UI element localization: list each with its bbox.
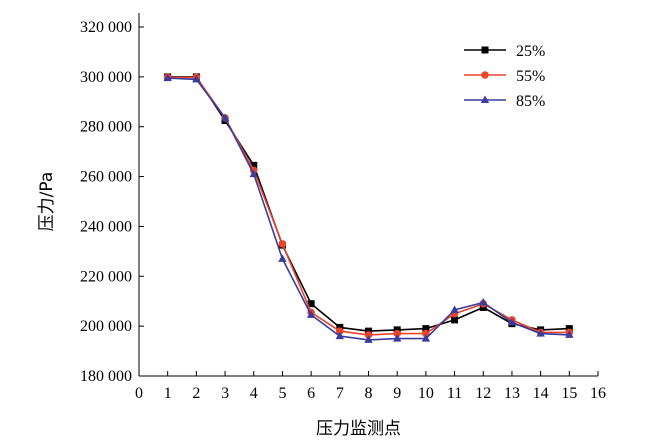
data-point: [393, 329, 401, 338]
series-layer: [163, 73, 574, 343]
x-axis-title: 压力监测点: [316, 419, 401, 439]
y-tick-label: 200 000: [80, 318, 132, 335]
x-tick-label: 8: [365, 385, 373, 402]
x-tick-label: 0: [135, 385, 143, 402]
legend: 25% 55% 85%: [464, 43, 545, 110]
data-point: [565, 330, 574, 338]
x-axis: 0 1 2 3 4 5 6 7 8 9 10 11 12 13 14 15 16: [135, 371, 606, 402]
x-tick-label: 9: [393, 385, 401, 402]
x-tick-label: 14: [533, 385, 549, 402]
data-point: [336, 327, 344, 335]
data-point: [335, 331, 345, 340]
x-tick-label: 4: [250, 385, 258, 402]
x-tick-label: 2: [192, 385, 200, 402]
legend-entry: 85%: [464, 93, 545, 110]
data-point: [507, 317, 517, 326]
x-tick-label: 10: [418, 385, 434, 402]
data-point: [451, 316, 459, 324]
x-tick-label: 7: [336, 385, 344, 402]
y-axis: 180 000 200 000 220 000 240 000 260 000 280 0…: [80, 13, 144, 385]
x-tick-label: 5: [278, 385, 286, 402]
legend-label: 55%: [516, 68, 545, 85]
data-point: [422, 329, 430, 338]
data-point: [364, 335, 373, 343]
data-point: [422, 325, 430, 333]
legend-entry: 25%: [464, 43, 545, 60]
data-point: [480, 95, 490, 103]
data-point: [364, 331, 373, 339]
x-tick-label: 15: [561, 385, 577, 402]
legend-label: 25%: [516, 43, 545, 60]
data-point: [481, 71, 489, 79]
x-tick-label: 13: [504, 385, 520, 402]
x-tick-label: 12: [475, 385, 491, 402]
y-tick-label: 280 000: [80, 119, 132, 136]
data-point: [163, 73, 172, 82]
data-point: [220, 113, 230, 121]
y-tick-label: 240 000: [80, 218, 132, 235]
data-point: [450, 305, 459, 313]
data-point: [250, 161, 258, 169]
data-point: [307, 300, 315, 308]
data-point: [392, 334, 402, 342]
series-line: [167, 76, 570, 332]
x-tick-label: 6: [307, 385, 315, 402]
data-point: [479, 297, 488, 306]
series-1: [164, 73, 573, 335]
x-tick-label: 11: [447, 385, 462, 402]
x-tick-label: 16: [590, 385, 606, 402]
y-axis-title: 压力/Pa: [37, 172, 57, 232]
y-tick-label: 260 000: [80, 169, 132, 186]
y-tick-label: 220 000: [80, 268, 132, 285]
y-tick-label: 180 000: [80, 368, 132, 385]
data-point: [192, 74, 201, 83]
data-point: [278, 254, 287, 262]
legend-entry: 55%: [464, 68, 545, 85]
data-point: [306, 310, 316, 318]
series-2: [163, 73, 574, 339]
series-3: [163, 73, 574, 343]
data-point: [536, 329, 545, 337]
data-point: [421, 334, 431, 342]
x-tick-label: 1: [164, 385, 172, 402]
x-tick-label: 3: [221, 385, 229, 402]
data-point: [278, 240, 287, 248]
y-tick-label: 300 000: [80, 69, 132, 86]
data-point: [481, 46, 489, 54]
legend-label: 85%: [516, 93, 545, 110]
y-tick-label: 320 000: [80, 19, 132, 36]
data-point: [249, 169, 258, 178]
